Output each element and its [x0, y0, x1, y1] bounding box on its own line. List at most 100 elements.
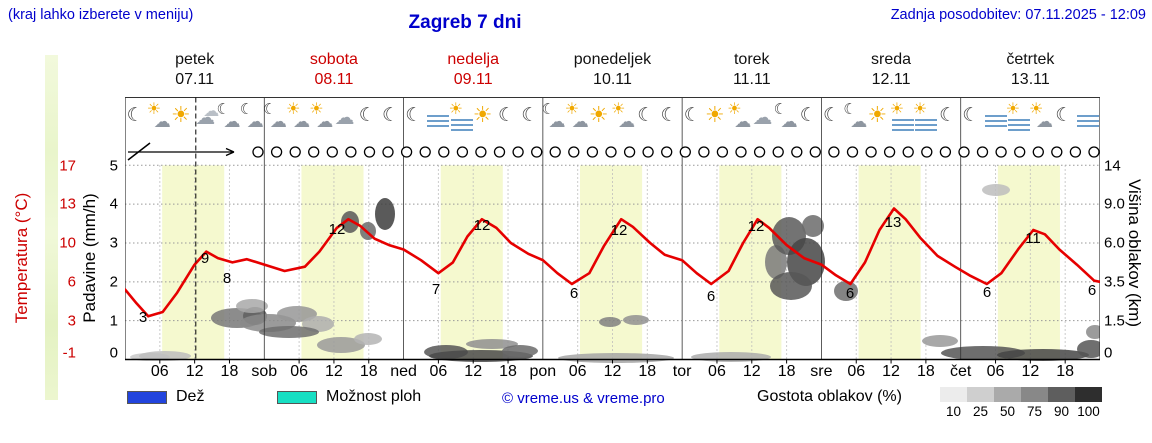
moon-icon: ☾ — [358, 105, 376, 126]
showers-color-swatch — [277, 391, 317, 404]
moon-phase-symbol — [531, 146, 543, 158]
hour-label: 12 — [1021, 363, 1040, 380]
daylight-band — [440, 165, 503, 360]
moon-icon: ☾ — [799, 105, 817, 126]
hour-label: 06 — [150, 363, 169, 380]
moon-phase-symbol — [345, 146, 357, 158]
hour-label: 12 — [185, 363, 204, 380]
day-header-sreda: sreda 12.11 — [871, 51, 912, 88]
cloud-icon: ☁ — [334, 107, 355, 129]
sun-fog-icon: ☀ — [1004, 100, 1034, 136]
temperature-axis-label: Temperatura (°C) — [12, 192, 31, 324]
temperature-tick: 13 — [59, 195, 76, 213]
moon-icon: ☾ — [939, 105, 957, 126]
day-header-petek: petek 07.11 — [175, 51, 215, 88]
moon-icon: ☾ — [683, 105, 701, 126]
moon-phase-symbol — [1014, 146, 1026, 158]
cloud-density-blob — [834, 281, 858, 301]
moon-phase-symbol — [456, 146, 469, 158]
moon-icon: ☾ — [1055, 105, 1073, 126]
fog-icon — [423, 100, 453, 136]
temperature-value-label: 12 — [748, 218, 765, 235]
moon-phase-symbol — [791, 146, 803, 158]
cloud-density-blob — [502, 345, 538, 357]
moon-phase-symbol — [698, 146, 710, 158]
temperature-value-label: 8 — [223, 270, 231, 287]
moon-phase-symbol — [475, 146, 487, 158]
cloud-density-label: Gostota oblakov (%) — [757, 388, 902, 405]
temperature-tick: 6 — [67, 273, 76, 291]
copyright-link[interactable]: © vreme.us & vreme.pro — [502, 390, 665, 407]
cloud-density-blob — [623, 315, 649, 325]
density-swatch-90 — [1048, 387, 1075, 402]
temperature-value-label: 12 — [611, 222, 628, 239]
precipitation-tick: 5 — [109, 157, 118, 175]
moon-phase-symbol — [586, 146, 599, 158]
cloud-density-blob — [317, 337, 365, 353]
temperature-tick: 17 — [59, 157, 76, 175]
rain-label: Dež — [176, 388, 205, 405]
temperature-value-label: 6 — [570, 285, 578, 302]
moon-phase-symbol — [846, 146, 859, 158]
sun-cloud-icon: ☀ ☁ — [727, 101, 752, 131]
cloud-density-blob — [558, 353, 674, 363]
hour-label: 06 — [708, 363, 726, 380]
moon-phase-symbol — [995, 146, 1007, 158]
density-value-label: 10 — [945, 404, 962, 419]
cloud-density-blob — [1077, 340, 1100, 358]
cloud-density-blob — [599, 317, 621, 327]
temperature-value-label: 12 — [474, 217, 491, 234]
day-header-ponedeljek: ponedeljek 10.11 — [573, 51, 652, 88]
cloud-height-tick: 14 — [1104, 157, 1121, 175]
moon-cloud-icon: ☾ ☁ — [216, 101, 241, 131]
day-header-nedelja: nedelja 09.11 — [447, 51, 499, 88]
density-value-label: 25 — [972, 404, 989, 419]
moon-icon: ☾ — [382, 105, 400, 126]
day-abbrev-label: pon — [529, 363, 557, 380]
moon-phase-symbol — [419, 146, 431, 158]
cloud-density-blob — [770, 272, 812, 300]
hour-label: 12 — [603, 363, 622, 380]
temperature-value-label: 6 — [1088, 282, 1096, 299]
sun-cloud-icon: ☀ ☁ — [146, 101, 171, 131]
cloud-density-blob — [802, 215, 824, 237]
day-abbrev-label: tor — [672, 363, 692, 380]
temperature-value-label: 12 — [329, 221, 346, 238]
day-header-sobota: sobota 08.11 — [309, 51, 358, 88]
daylight-band — [858, 165, 921, 360]
cloud-height-tick: 0 — [1104, 344, 1113, 362]
cloud-density-blob — [341, 211, 359, 233]
moon-phase-symbol — [661, 146, 673, 158]
moon-icon: ☾ — [126, 105, 144, 126]
hour-label: 12 — [742, 363, 761, 380]
density-value-label: 50 — [999, 404, 1016, 419]
moon-phase-symbol — [1088, 146, 1100, 158]
day-abbrev-label: čet — [950, 363, 972, 380]
sun-cloud-icon: ☀ ☁ — [564, 101, 589, 131]
moon-phase-symbol — [270, 146, 283, 158]
hour-label: 18 — [359, 363, 378, 380]
temperature-tick: -1 — [62, 344, 76, 362]
moon-phase-symbol — [512, 146, 524, 158]
cloud-density-blob — [765, 245, 787, 279]
cloud-density-blob — [236, 299, 268, 313]
cloud-height-tick: 9.0 — [1104, 195, 1125, 213]
moon-phase-symbol — [326, 146, 338, 158]
sun-cloud-icon: ☀ ☁ — [1029, 101, 1053, 131]
day-abbrev-label: sre — [810, 363, 833, 380]
density-value-label: 75 — [1026, 404, 1043, 419]
side-color-strip — [45, 55, 58, 400]
sun-cloud-icon: ☀ ☁ — [611, 101, 636, 131]
cloud-icon: ☁ — [752, 107, 773, 129]
temperature-value-label: 3 — [139, 309, 147, 326]
moon-phase-symbol — [809, 146, 821, 158]
showers-label: Možnost ploh — [326, 388, 422, 405]
sun-fog-icon: ☀ — [447, 100, 477, 136]
moon-phase-symbol — [363, 146, 376, 158]
moon-phase-symbol — [308, 146, 320, 158]
time-arrow-icon — [128, 147, 235, 157]
moon-phase-symbol — [976, 146, 989, 158]
hour-label: 18 — [638, 363, 657, 380]
temperature-curve — [125, 207, 1100, 318]
